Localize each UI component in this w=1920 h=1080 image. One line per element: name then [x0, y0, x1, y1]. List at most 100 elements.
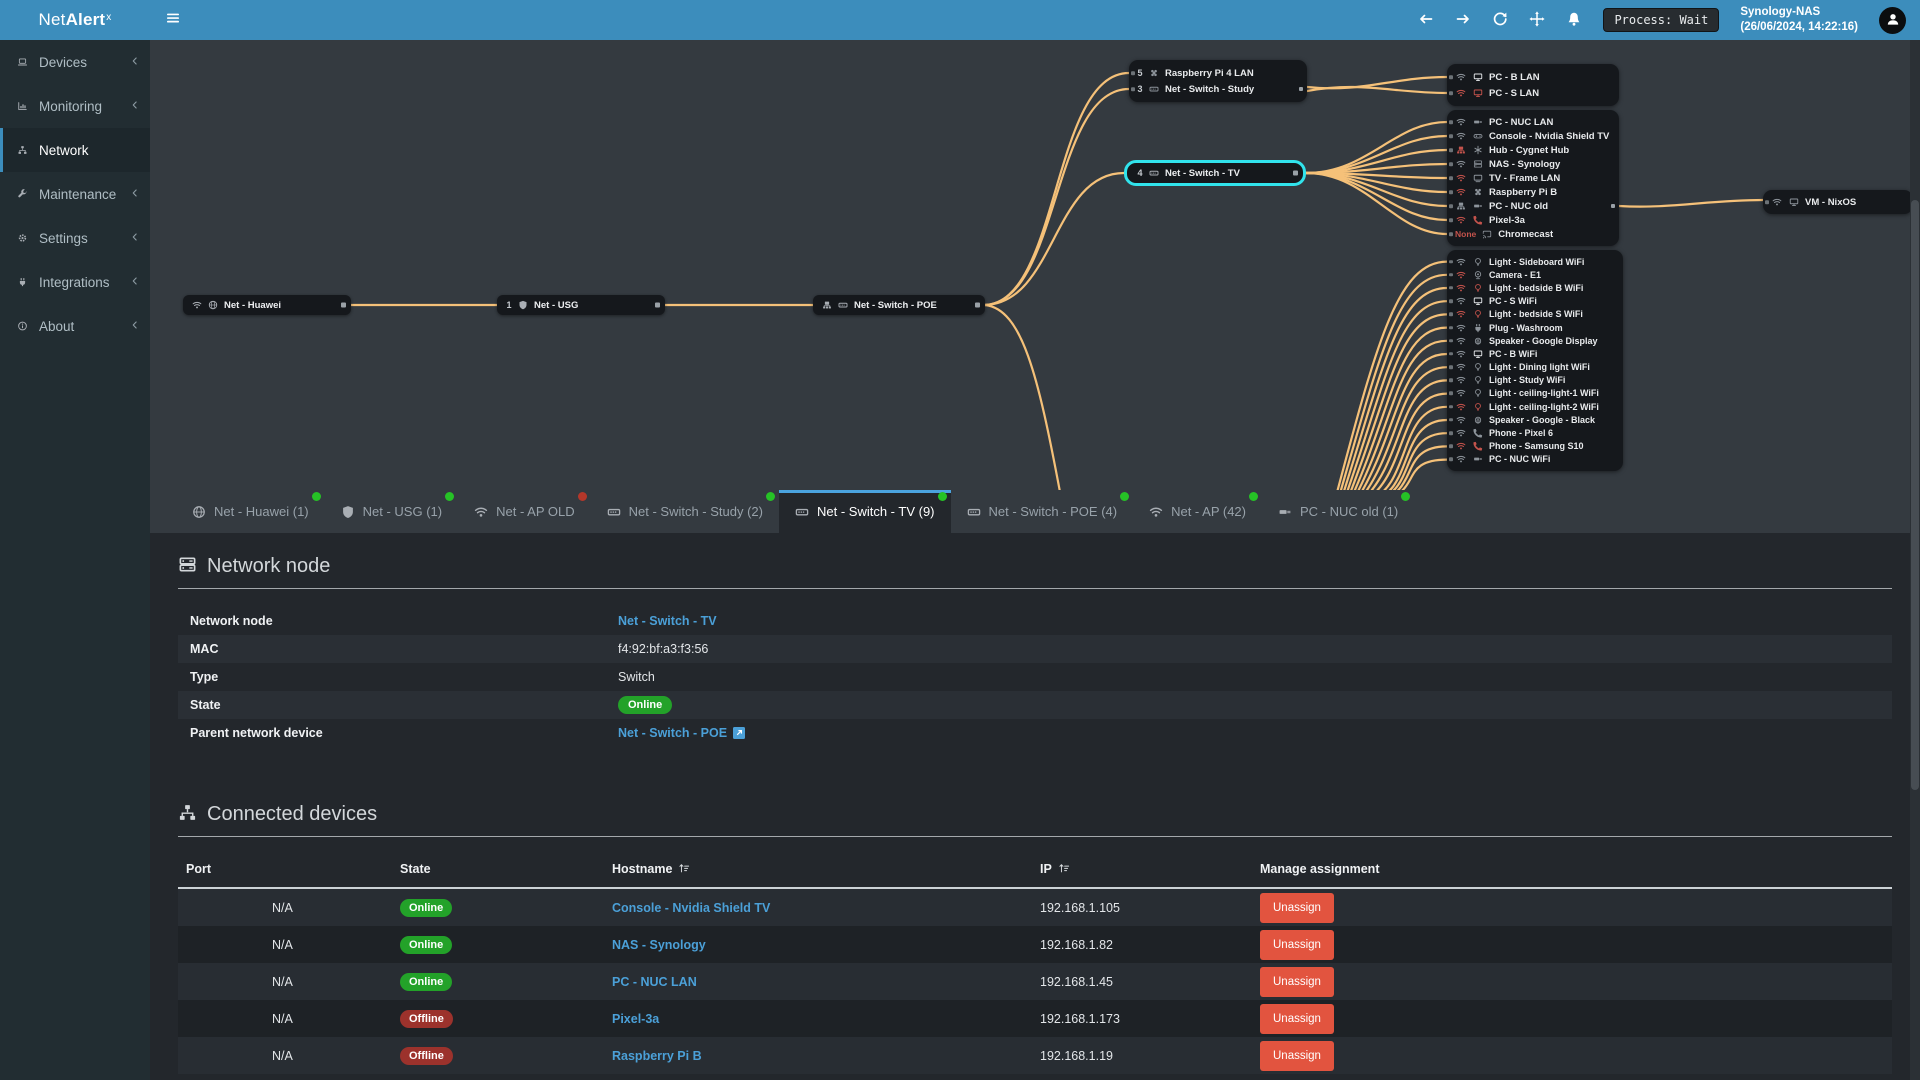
- navbar-action-button[interactable]: [1566, 11, 1582, 28]
- device-row[interactable]: PC - NUC old: [1455, 199, 1615, 213]
- device-row[interactable]: Light - Dining light WiFi: [1455, 361, 1615, 374]
- diagram-node-row[interactable]: 5 Raspberry Pi 4 LAN: [1137, 65, 1299, 81]
- sidebar-item[interactable]: Settings: [0, 216, 150, 260]
- state-cell: Online: [400, 972, 453, 991]
- network-node-tab[interactable]: Net - Switch - POE (4): [951, 490, 1134, 533]
- ip-cell: 192.168.1.173: [1040, 1011, 1120, 1026]
- page-scrollbar[interactable]: [1910, 40, 1920, 1080]
- connection-type-icon: [1455, 117, 1467, 127]
- device-row[interactable]: Hub - Cygnet Hub: [1455, 143, 1611, 157]
- detail-value[interactable]: f4:92:bf:a3:f3:56: [618, 642, 709, 656]
- device-row[interactable]: PC - NUC LAN: [1455, 115, 1611, 129]
- sidebar-item[interactable]: About: [0, 304, 150, 348]
- device-row[interactable]: None Chromecast: [1455, 227, 1611, 241]
- table-row: N/A Offline Pixel-3a 192.168.1.173 Unass…: [178, 1000, 1892, 1037]
- diagram-node-row[interactable]: 3 Net - Switch - Study: [1137, 81, 1303, 97]
- navbar-action-button[interactable]: [1418, 11, 1434, 28]
- port-number: 4: [1137, 168, 1143, 178]
- sidebar-item[interactable]: Devices: [0, 40, 150, 84]
- scrollbar-thumb[interactable]: [1911, 200, 1919, 790]
- device-name: Light - Dining light WiFi: [1489, 362, 1590, 373]
- network-node-tab[interactable]: Net - AP (42): [1133, 490, 1262, 533]
- detail-value[interactable]: Switch: [618, 670, 655, 684]
- unassign-button[interactable]: Unassign: [1260, 892, 1334, 923]
- diagram-node-net-usg[interactable]: 1 Net - USG: [497, 295, 665, 315]
- device-row[interactable]: PC - B WiFi: [1455, 347, 1615, 360]
- diagram-node-net-switch-poe[interactable]: Net - Switch - POE: [813, 295, 985, 315]
- device-row[interactable]: Speaker - Google - Black: [1455, 413, 1615, 426]
- navbar-action-button[interactable]: [1529, 11, 1545, 28]
- detail-value[interactable]: Net - Switch - POE: [618, 726, 746, 740]
- network-topology-diagram[interactable]: Net - Huawei 1 Net - USG Net - Switch - …: [150, 40, 1920, 490]
- diagram-node-net-huawei[interactable]: Net - Huawei: [183, 295, 351, 315]
- device-row[interactable]: Phone - Pixel 6: [1455, 426, 1615, 439]
- column-header-ip[interactable]: IP: [1040, 862, 1070, 876]
- sidebar-item[interactable]: Integrations: [0, 260, 150, 304]
- navbar-action-button[interactable]: [1492, 11, 1508, 28]
- sidebar: Devices Monitoring Network Maintenance: [0, 40, 150, 1080]
- device-row[interactable]: Camera - E1: [1455, 268, 1615, 281]
- device-row[interactable]: Raspberry Pi B: [1455, 185, 1611, 199]
- device-row[interactable]: PC - B LAN: [1455, 69, 1611, 85]
- device-row[interactable]: PC - NUC WiFi: [1455, 453, 1615, 466]
- device-row[interactable]: Plug - Washroom: [1455, 321, 1615, 334]
- top-navbar: Net Alert x Process: Wait Synology-NAS (26…: [0, 0, 1920, 40]
- hostname-link[interactable]: Console - Nvidia Shield TV: [612, 900, 771, 915]
- network-node-tab[interactable]: Net - USG (1): [325, 490, 458, 533]
- device-row[interactable]: Light - bedside S WiFi: [1455, 308, 1615, 321]
- port-cell: N/A: [272, 1011, 293, 1026]
- device-row[interactable]: PC - S LAN: [1455, 85, 1611, 101]
- hostname-link[interactable]: PC - NUC LAN: [612, 974, 697, 989]
- sidebar-item[interactable]: Network: [0, 128, 150, 172]
- device-row[interactable]: Console - Nvidia Shield TV: [1455, 129, 1611, 143]
- unassign-button[interactable]: Unassign: [1260, 966, 1334, 997]
- device-row[interactable]: PC - S WiFi: [1455, 295, 1615, 308]
- detail-value[interactable]: Net - Switch - TV: [618, 614, 717, 628]
- device-type-icon: [1472, 375, 1484, 385]
- device-row[interactable]: Light - ceiling-light-1 WiFi: [1455, 387, 1615, 400]
- node-label: Net - USG: [534, 299, 579, 311]
- sidebar-item[interactable]: Monitoring: [0, 84, 150, 128]
- hostname-link[interactable]: NAS - Synology: [612, 937, 706, 952]
- detail-label: Parent network device: [190, 726, 323, 740]
- device-row[interactable]: VM - NixOS: [1771, 195, 1905, 209]
- device-row[interactable]: Light - Study WiFi: [1455, 374, 1615, 387]
- hostname-link[interactable]: Raspberry Pi B: [612, 1048, 702, 1063]
- network-node-tab[interactable]: Net - Switch - Study (2): [591, 490, 779, 533]
- connection-type-icon: [1455, 388, 1467, 398]
- network-node-tab[interactable]: Net - Switch - TV (9): [779, 490, 951, 533]
- network-node-tab[interactable]: Net - AP OLD: [458, 490, 591, 533]
- unassign-button[interactable]: Unassign: [1260, 1040, 1334, 1071]
- device-row[interactable]: Phone - Samsung S10: [1455, 440, 1615, 453]
- unassign-button[interactable]: Unassign: [1260, 1003, 1334, 1034]
- tab-status-dot: [937, 492, 947, 501]
- diagram-node-net-switch-tv-selected[interactable]: 4 Net - Switch - TV: [1124, 160, 1306, 186]
- detail-value[interactable]: Online: [618, 696, 673, 714]
- connection-type-icon: [1455, 428, 1467, 438]
- device-name: Light - Sideboard WiFi: [1489, 256, 1585, 267]
- network-node-tab[interactable]: PC - NUC old (1): [1262, 490, 1414, 533]
- device-row[interactable]: Pixel-3a: [1455, 213, 1611, 227]
- sidebar-toggle-button[interactable]: [165, 10, 181, 29]
- app-logo[interactable]: Net Alert x: [38, 10, 112, 29]
- navbar-action-button[interactable]: [1455, 11, 1471, 28]
- user-avatar[interactable]: [1879, 6, 1906, 34]
- device-row[interactable]: Light - ceiling-light-2 WiFi: [1455, 400, 1615, 413]
- connection-type-icon: [1455, 215, 1467, 225]
- hostname-link[interactable]: Pixel-3a: [612, 1011, 660, 1026]
- connection-type-icon: [1455, 131, 1467, 141]
- connection-type-icon: [1455, 283, 1467, 293]
- connector-square: [341, 302, 346, 308]
- tab-icon: [474, 505, 488, 519]
- node-label: Net - Switch - TV: [1165, 167, 1240, 179]
- network-node-tab[interactable]: Net - Huawei (1): [176, 490, 325, 533]
- device-row[interactable]: Speaker - Google Display: [1455, 334, 1615, 347]
- device-row[interactable]: NAS - Synology: [1455, 157, 1611, 171]
- device-row[interactable]: Light - Sideboard WiFi: [1455, 255, 1615, 268]
- device-row[interactable]: Light - bedside B WiFi: [1455, 281, 1615, 294]
- device-type-icon: [1472, 145, 1484, 155]
- column-header-hostname[interactable]: Hostname: [612, 862, 690, 876]
- unassign-button[interactable]: Unassign: [1260, 929, 1334, 960]
- device-row[interactable]: TV - Frame LAN: [1455, 171, 1611, 185]
- sidebar-item[interactable]: Maintenance: [0, 172, 150, 216]
